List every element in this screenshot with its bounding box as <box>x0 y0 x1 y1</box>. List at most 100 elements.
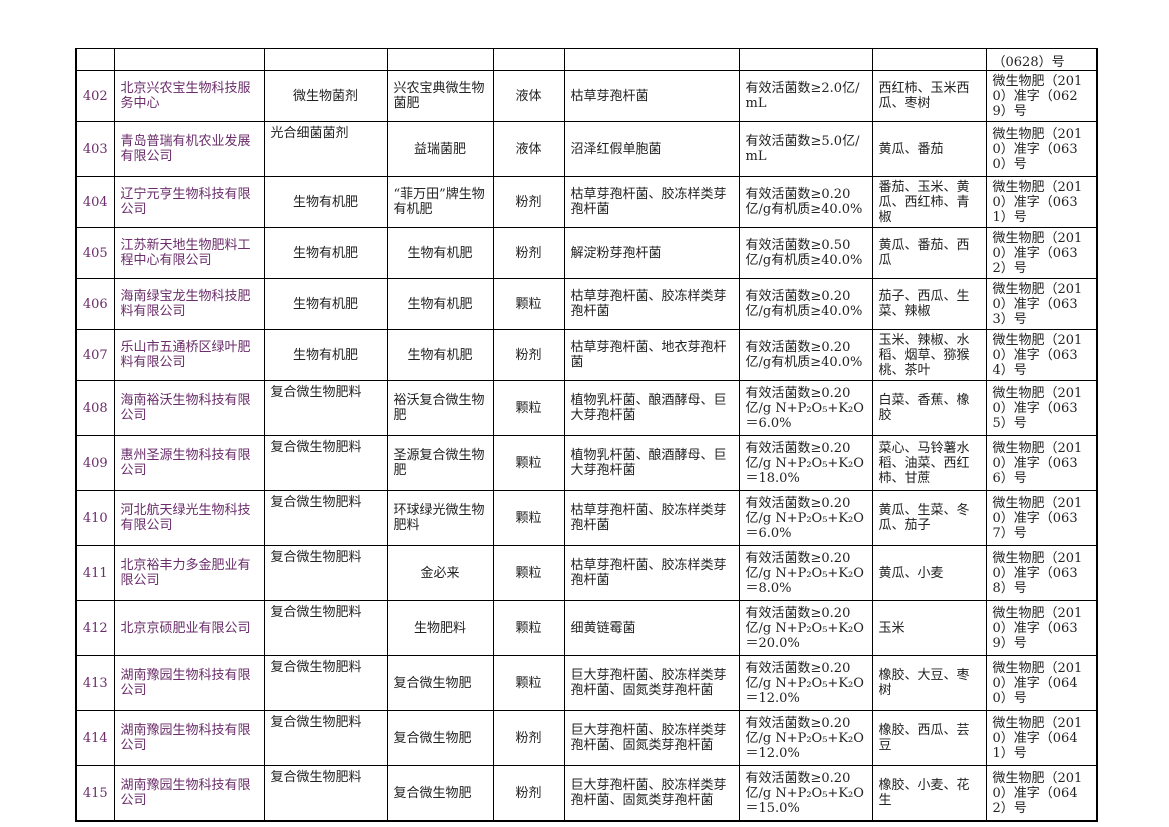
product-name: 生物肥料 <box>386 600 494 656</box>
technical-index: 有效活菌数≥0.20亿/g N+P₂O₅+K₂O＝15.0% <box>738 765 873 822</box>
technical-index: 有效活菌数≥0.20亿/g N+P₂O₅+K₂O＝8.0% <box>738 545 873 601</box>
product-category: 复合微生物肥料 <box>263 490 388 546</box>
row-number: 405 <box>75 227 115 279</box>
approval-number: 微生物肥（2010）准字（0634）号 <box>985 329 1098 381</box>
row-number: 403 <box>75 121 115 177</box>
approval-number: 微生物肥（2010）准字（0640）号 <box>985 655 1098 711</box>
strain: 细黄链霉菌 <box>563 600 740 656</box>
row-number: 406 <box>75 278 115 330</box>
form: 液体 <box>492 121 565 177</box>
product-category: 复合微生物肥料 <box>263 600 388 656</box>
crops: 番茄、玉米、黄瓜、西红柿、青椒 <box>871 176 987 228</box>
table-row: 413 湖南豫园生物科技有限公司 复合微生物肥料 复合微生物肥 颗粒 巨大芽孢杆菌、胶冻样… <box>75 655 1098 711</box>
crops: 菜心、马铃薯水稻、油菜、西红柿、甘蔗 <box>871 435 987 491</box>
strain: 枯草芽孢杆菌、胶冻样类芽孢杆菌 <box>563 278 740 330</box>
company: 湖南豫园生物科技有限公司 <box>113 655 265 711</box>
form: 粉剂 <box>492 710 565 766</box>
approval-number: 微生物肥（2010）准字（0639）号 <box>985 600 1098 656</box>
row-number: 410 <box>75 490 115 546</box>
strain: 枯草芽孢杆菌、胶冻样类芽孢杆菌 <box>563 545 740 601</box>
product-name: “菲万田”牌生物有机肥 <box>386 176 494 228</box>
approval-number: 微生物肥（2010）准字（0633）号 <box>985 278 1098 330</box>
product-name: 复合微生物肥 <box>386 710 494 766</box>
approval-number: 微生物肥（2010）准字（0636）号 <box>985 435 1098 491</box>
form: 粉剂 <box>492 329 565 381</box>
approval-number: 微生物肥（2010）准字（0638）号 <box>985 545 1098 601</box>
product-category: 复合微生物肥料 <box>263 710 388 766</box>
product-name: 金必来 <box>386 545 494 601</box>
form: 液体 <box>492 70 565 122</box>
technical-index: 有效活菌数≥0.20亿/g N+P₂O₅+K₂O＝6.0% <box>738 490 873 546</box>
company: 湖南豫园生物科技有限公司 <box>113 765 265 822</box>
table-row: 411 北京裕丰力多金肥业有限公司 复合微生物肥料 金必来 颗粒 枯草芽孢杆菌、胶冻样类芽… <box>75 545 1098 601</box>
technical-index: 有效活菌数≥0.20亿/g N+P₂O₅+K₂O＝20.0% <box>738 600 873 656</box>
strain: 枯草芽孢杆菌、地衣芽孢杆菌 <box>563 329 740 381</box>
company: 辽宁元亨生物科技有限公司 <box>113 176 265 228</box>
technical-index: 有效活菌数≥5.0亿/mL <box>738 121 873 177</box>
approval-number: （0628）号 <box>985 48 1098 71</box>
approval-number: 微生物肥（2010）准字（0631）号 <box>985 176 1098 228</box>
row-number: 402 <box>75 70 115 122</box>
table-row: 412 北京京硕肥业有限公司 复合微生物肥料 生物肥料 颗粒 细黄链霉菌 有效活菌数≥0.2… <box>75 600 1098 656</box>
row-number: 409 <box>75 435 115 491</box>
product-name: 复合微生物肥 <box>386 655 494 711</box>
form: 颗粒 <box>492 600 565 656</box>
row-number: 408 <box>75 380 115 436</box>
approval-number: 微生物肥（2010）准字（0630）号 <box>985 121 1098 177</box>
table-row: 405 江苏新天地生物肥料工程中心有限公司 生物有机肥 生物有机肥 粉剂 解淀粉芽孢杆菌有… <box>75 227 1098 279</box>
product-name: 兴农宝典微生物菌肥 <box>386 70 494 122</box>
table-row: 415 湖南豫园生物科技有限公司 复合微生物肥料 复合微生物肥 粉剂 巨大芽孢杆菌、胶冻样… <box>75 765 1098 822</box>
table-row: 404 辽宁元亨生物科技有限公司 生物有机肥 “菲万田”牌生物有机肥 粉剂 枯草芽孢杆菌、… <box>75 176 1098 228</box>
approval-number: 微生物肥（2010）准字（0637）号 <box>985 490 1098 546</box>
row-number: 415 <box>75 765 115 822</box>
product-category: 生物有机肥 <box>263 176 388 228</box>
crops: 黄瓜、番茄 <box>871 121 987 177</box>
company: 海南绿宝龙生物科技肥料有限公司 <box>113 278 265 330</box>
company: 湖南豫园生物科技有限公司 <box>113 710 265 766</box>
strain: 植物乳杆菌、酿酒酵母、巨大芽孢杆菌 <box>563 435 740 491</box>
company: 北京京硕肥业有限公司 <box>113 600 265 656</box>
crops: 黄瓜、小麦 <box>871 545 987 601</box>
product-name: 益瑞菌肥 <box>386 121 494 177</box>
product-name: 生物有机肥 <box>386 227 494 279</box>
product-category: 复合微生物肥料 <box>263 545 388 601</box>
crops: 黄瓜、番茄、西瓜 <box>871 227 987 279</box>
crops: 茄子、西瓜、生菜、辣椒 <box>871 278 987 330</box>
crops: 黄瓜、生菜、冬瓜、茄子 <box>871 490 987 546</box>
product-name: 环球绿光微生物肥料 <box>386 490 494 546</box>
form: 粉剂 <box>492 227 565 279</box>
technical-index: 有效活菌数≥0.20亿/g N+P₂O₅+K₂O＝12.0% <box>738 710 873 766</box>
row-number: 404 <box>75 176 115 228</box>
company: 北京兴农宝生物科技服务中心 <box>113 70 265 122</box>
product-name: 裕沃复合微生物肥 <box>386 380 494 436</box>
crops: 玉米、辣椒、水稻、烟草、猕猴桃、茶叶 <box>871 329 987 381</box>
row-number: 413 <box>75 655 115 711</box>
strain: 枯草芽孢杆菌 <box>563 70 740 122</box>
row-number: 411 <box>75 545 115 601</box>
company: 乐山市五通桥区绿叶肥料有限公司 <box>113 329 265 381</box>
registration-table: （0628）号 402 北京兴农宝生物科技服务中心 微生物菌剂 兴农宝典微生物菌肥 液体… <box>75 48 1098 822</box>
product-category: 生物有机肥 <box>263 278 388 330</box>
row-number: 407 <box>75 329 115 381</box>
approval-number: 微生物肥（2010）准字（0629）号 <box>985 70 1098 122</box>
crops: 白菜、香蕉、橡胶 <box>871 380 987 436</box>
technical-index: 有效活菌数≥0.20亿/g有机质≥40.0% <box>738 278 873 330</box>
approval-number: 微生物肥（2010）准字（0635）号 <box>985 380 1098 436</box>
form: 粉剂 <box>492 765 565 822</box>
table-row: 410 河北航天绿光生物科技有限公司 复合微生物肥料 环球绿光微生物肥料 颗粒 枯草芽孢杆… <box>75 490 1098 546</box>
table-row: 408 海南裕沃生物科技有限公司 复合微生物肥料 裕沃复合微生物肥 颗粒 植物乳杆菌、酿酒… <box>75 380 1098 436</box>
company: 惠州圣源生物科技有限公司 <box>113 435 265 491</box>
product-name: 生物有机肥 <box>386 278 494 330</box>
row-number: 414 <box>75 710 115 766</box>
approval-number: 微生物肥（2010）准字（0632）号 <box>985 227 1098 279</box>
technical-index: 有效活菌数≥0.20亿/g N+P₂O₅+K₂O＝12.0% <box>738 655 873 711</box>
company: 青岛普瑞有机农业发展有限公司 <box>113 121 265 177</box>
form: 颗粒 <box>492 435 565 491</box>
product-category: 微生物菌剂 <box>263 70 388 122</box>
technical-index: 有效活菌数≥0.20亿/g有机质≥40.0% <box>738 329 873 381</box>
product-category: 复合微生物肥料 <box>263 655 388 711</box>
table-row: 407 乐山市五通桥区绿叶肥料有限公司 生物有机肥 生物有机肥 粉剂 枯草芽孢杆菌、地衣芽… <box>75 329 1098 381</box>
approval-number: 微生物肥（2010）准字（0642）号 <box>985 765 1098 822</box>
company: 海南裕沃生物科技有限公司 <box>113 380 265 436</box>
